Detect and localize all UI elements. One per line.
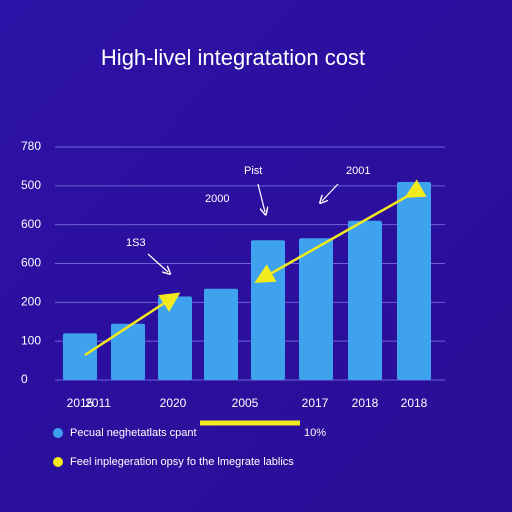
bar <box>111 323 145 380</box>
y-tick-label: 0 <box>21 372 28 386</box>
annotation-arrow <box>257 183 265 212</box>
x-tick-label: 2020 <box>160 396 187 410</box>
x-tick-label: 2017 <box>302 396 329 410</box>
x-tick-label: 2018 <box>401 396 428 410</box>
x-tick-label: 2018 <box>352 396 379 410</box>
bar <box>348 220 382 380</box>
annotation: 2001 <box>346 165 370 177</box>
legend-note: 10% <box>304 427 326 439</box>
trend-arrow <box>84 292 181 357</box>
trend-arrow <box>254 179 427 283</box>
annotation: 1S3 <box>126 237 146 249</box>
annotation-arrow <box>322 183 339 201</box>
chart-title: High-livel integratation cost <box>101 45 365 70</box>
bar <box>204 288 238 380</box>
legend-marker <box>53 428 63 438</box>
y-tick-label: 780 <box>21 139 41 153</box>
x-tick-label: 2011 <box>85 396 111 410</box>
y-tick-label: 200 <box>21 295 41 309</box>
y-tick-label: 600 <box>21 256 41 270</box>
legend-label: Pecual neghetatlats cpant <box>70 427 197 439</box>
bar <box>299 238 333 380</box>
annotation: 2000 <box>205 193 229 205</box>
y-tick-label: 100 <box>21 333 41 347</box>
x-tick-label: 2015 <box>67 396 94 410</box>
legend-marker <box>53 457 63 467</box>
bar <box>397 181 431 380</box>
bar <box>63 333 97 380</box>
y-tick-label: 500 <box>21 178 41 192</box>
annotation-arrow <box>147 253 168 272</box>
x-tick-label: 2005 <box>232 396 259 410</box>
legend-label: Feel inplegeration opsy fo the lmegrate … <box>70 456 294 468</box>
bar <box>158 296 192 380</box>
y-tick-label: 600 <box>21 217 41 231</box>
bar <box>251 240 285 380</box>
annotation: Pist <box>244 165 262 177</box>
